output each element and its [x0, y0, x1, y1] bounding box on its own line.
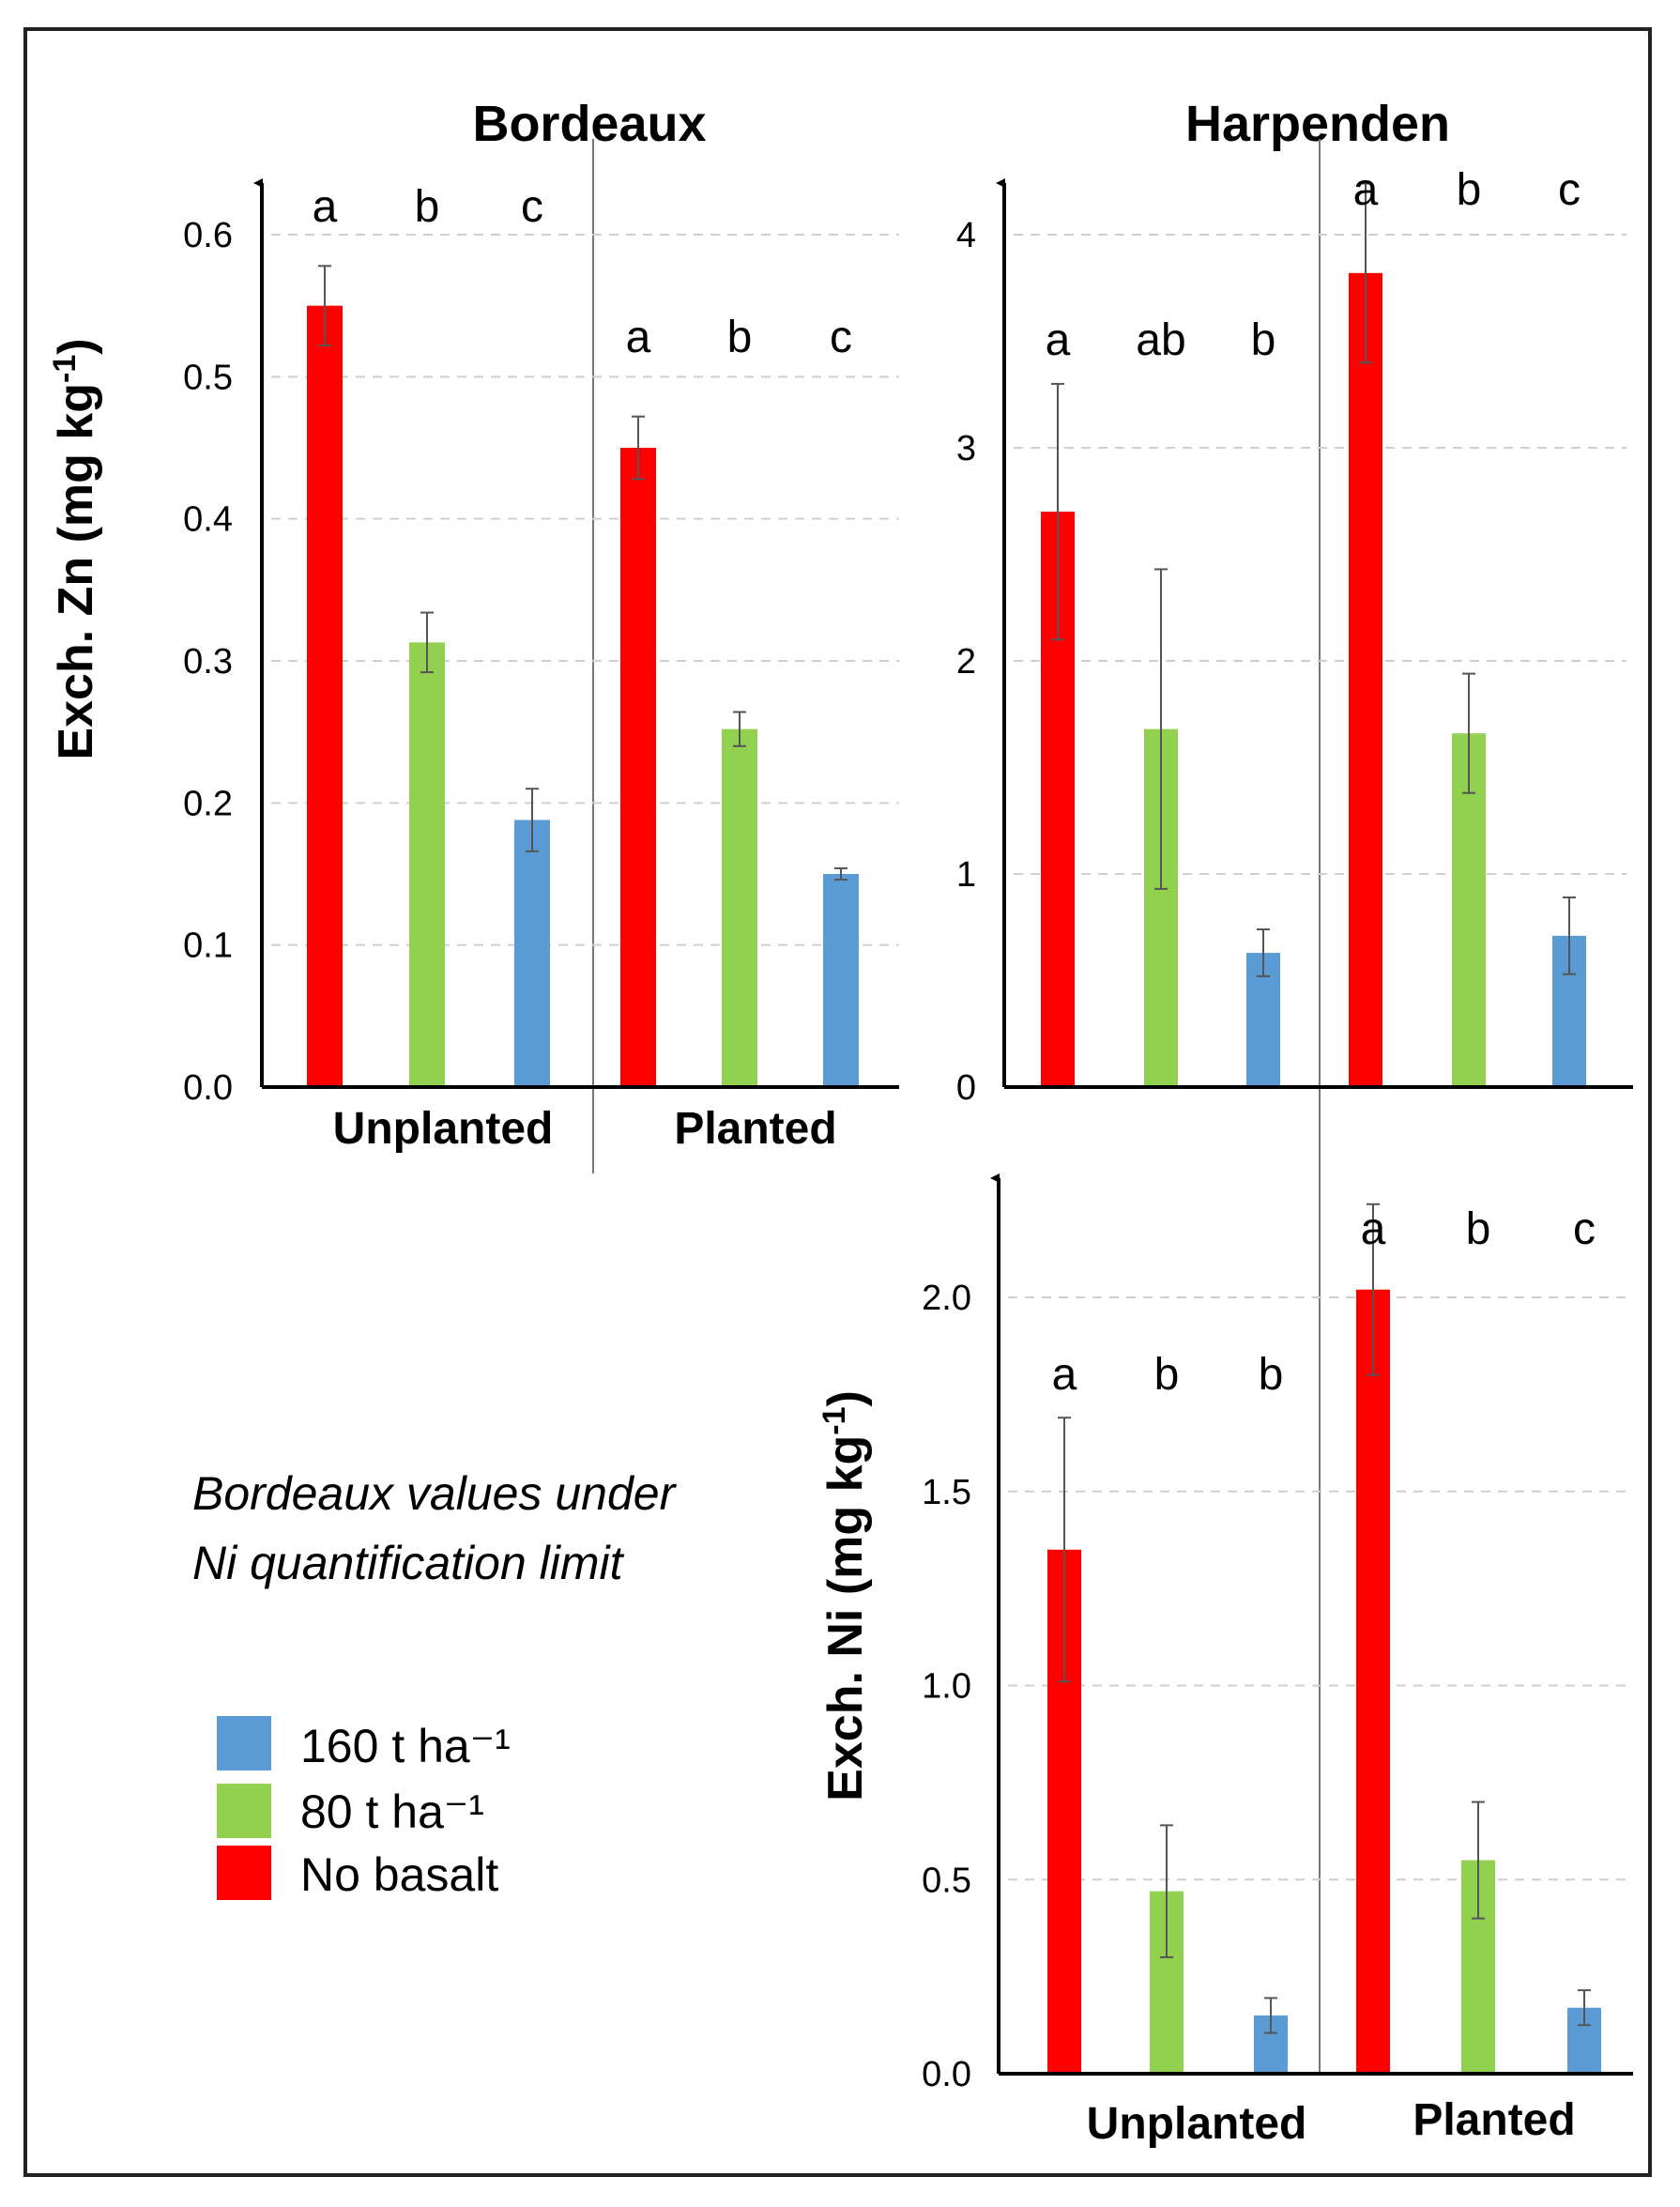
harpenden-ni-significance-letter: c — [1573, 1204, 1596, 1254]
bordeaux-zn-y-tick-label: 0.3 — [183, 642, 233, 682]
bordeaux-zn-bar — [823, 874, 859, 1087]
legend-swatch-no-basalt — [217, 1846, 271, 1900]
harpenden-ni-y-tick-label: 1.5 — [922, 1473, 971, 1512]
bordeaux-zn-bar — [620, 448, 656, 1087]
bordeaux-zn-y-tick-label: 0.6 — [183, 216, 233, 255]
figure-frame — [23, 27, 1652, 2177]
harpenden-zn-y-tick-label: 1 — [956, 855, 976, 895]
harpenden-ni-significance-letter: b — [1259, 1350, 1284, 1400]
harpenden-zn-significance-letter: ab — [1136, 315, 1185, 365]
bordeaux-zn-bar — [722, 728, 757, 1087]
harpenden-zn-plot: 0 1 2 3 4 a a ab b b c — [956, 165, 1633, 1108]
bordeaux-title: Bordeaux — [472, 96, 706, 152]
ni-quantification-note-line2: Ni quantification limit — [192, 1537, 625, 1589]
legend-label-160: 160 t ha⁻¹ — [300, 1720, 511, 1772]
bordeaux-zn-significance-letter: b — [727, 313, 753, 362]
harpenden-ni-significance-letter: b — [1466, 1204, 1491, 1254]
bordeaux-zn-significance-letter: a — [626, 313, 651, 362]
harpenden-zn-y-tick-label: 0 — [956, 1068, 976, 1108]
bordeaux-zn-y-tick-label: 0.1 — [183, 927, 233, 966]
bordeaux-zn-bar — [307, 305, 343, 1088]
legend-label-80: 80 t ha⁻¹ — [300, 1786, 484, 1838]
bordeaux-unplanted-label: Unplanted — [333, 1104, 554, 1154]
bordeaux-zn-significance-letter: c — [830, 313, 852, 362]
harpenden-ni-significance-letter: b — [1154, 1350, 1180, 1400]
harpenden-zn-y-tick-label: 4 — [956, 216, 976, 255]
harpenden-zn-significance-letter: a — [1046, 315, 1071, 365]
bordeaux-planted-label: Planted — [674, 1104, 836, 1154]
bordeaux-zn-y-tick-label: 0.4 — [183, 500, 233, 540]
harpenden-zn-significance-letter: b — [1457, 165, 1482, 215]
bordeaux-zn-y-tick-label: 0.0 — [183, 1068, 233, 1108]
charts: 0.00.10.20.30.40.50.6aabbcc01234aaabbbc0… — [183, 165, 1633, 2094]
harpenden-zn-significance-letter: b — [1251, 315, 1276, 365]
harpenden-ni-bar — [1356, 1289, 1390, 2074]
harpenden-zn-y-tick-label: 3 — [956, 429, 976, 468]
bordeaux-zn-significance-letter: c — [521, 182, 543, 232]
harpenden-ni-y-tick-label: 2.0 — [922, 1279, 971, 1318]
harpenden-zn-y-tick-label: 2 — [956, 642, 976, 682]
legend-label-no-basalt: No basalt — [300, 1848, 498, 1901]
ni-quantification-note-line1: Bordeaux values under — [192, 1467, 678, 1520]
bordeaux-zn-bar — [514, 820, 550, 1087]
zn-y-axis-label: Exch. Zn (mg kg-1) — [47, 338, 103, 759]
harpenden-ni-y-tick-label: 1.0 — [922, 1667, 971, 1707]
harpenden-ni-y-tick-label: 0.5 — [922, 1861, 971, 1900]
harpenden-ni-y-tick-label: 0.0 — [922, 2055, 971, 2094]
ni-unplanted-label: Unplanted — [1087, 2099, 1307, 2149]
bordeaux-zn-y-tick-label: 0.5 — [183, 358, 233, 397]
harpenden-ni-plot: 0.0 0.5 1.0 1.5 2.0 a a b b b c — [922, 1173, 1633, 2094]
bordeaux-zn-significance-letter: b — [415, 182, 440, 232]
ni-y-axis-label: Exch. Ni (mg kg-1) — [817, 1390, 873, 1801]
bordeaux-zn-plot: 0.0 0.1 0.2 0.3 0.4 0.5 0.6 a a b b c c — [183, 178, 899, 1108]
legend: 160 t ha⁻¹ 80 t ha⁻¹ No basalt — [217, 1716, 511, 1901]
harpenden-ni-significance-letter: a — [1052, 1350, 1077, 1400]
harpenden-zn-significance-letter: c — [1558, 165, 1581, 215]
bordeaux-zn-significance-letter: a — [313, 182, 338, 232]
bordeaux-zn-bar — [409, 642, 445, 1087]
legend-swatch-80 — [217, 1784, 271, 1838]
legend-swatch-160 — [217, 1716, 271, 1770]
harpenden-zn-bar — [1349, 272, 1382, 1087]
harpenden-title: Harpenden — [1185, 96, 1450, 152]
harpenden-ni-significance-letter: a — [1361, 1204, 1386, 1254]
harpenden-zn-significance-letter: a — [1353, 165, 1379, 215]
ni-planted-label: Planted — [1413, 2095, 1575, 2145]
bordeaux-zn-y-tick-label: 0.2 — [183, 784, 233, 823]
